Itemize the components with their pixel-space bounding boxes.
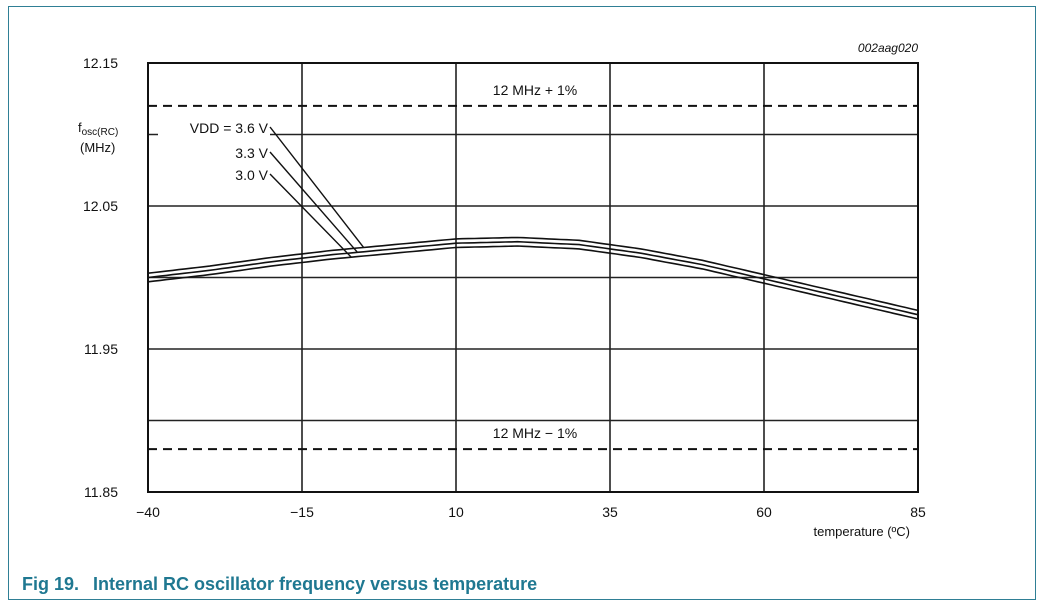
figure-caption: Fig 19. Internal RC oscillator frequency … — [22, 574, 537, 595]
x-tick-label: 35 — [602, 504, 618, 520]
figure-title: Internal RC oscillator frequency versus … — [93, 574, 538, 594]
reference-lines: 12 MHz + 1% 12 MHz − 1% — [148, 79, 918, 451]
y-tick-label: 12.15 — [83, 55, 118, 71]
series-leader-line — [269, 126, 365, 248]
y-axis-label-main: f — [78, 120, 82, 135]
series-label: 3.0 V — [235, 167, 268, 183]
y-axis-label-sub: osc(RC) — [82, 127, 119, 138]
reference-label-bg — [470, 423, 600, 444]
series-label-bg — [158, 118, 270, 138]
series-label: 3.3 V — [235, 145, 268, 161]
x-tick-label: 85 — [910, 504, 926, 520]
y-axis-label: fosc(RC) — [78, 120, 118, 138]
series-line — [147, 240, 919, 316]
x-axis-label: temperature (ºC) — [814, 524, 911, 539]
y-axis-unit: (MHz) — [80, 140, 115, 155]
series-label: VDD = 3.6 V — [190, 120, 269, 136]
y-tick-label: 11.95 — [84, 341, 118, 357]
axes: −40 −15 10 35 60 85 12.15 12.05 11.95 11.85 — [83, 55, 926, 520]
series-leader-line — [269, 151, 358, 253]
series-label-bg — [218, 143, 270, 163]
reference-label: 12 MHz + 1% — [493, 82, 577, 98]
reference-label-bg — [470, 79, 600, 100]
x-tick-label: −40 — [136, 504, 160, 520]
plot-border — [147, 62, 919, 493]
figure-code: 002aag020 — [858, 41, 918, 55]
series-line — [147, 245, 919, 320]
y-tick-label: 11.85 — [84, 484, 118, 500]
x-tick-label: −15 — [290, 504, 314, 520]
figure-number: Fig 19. — [22, 574, 80, 594]
series-leader-line — [269, 173, 352, 258]
x-tick-label: 10 — [448, 504, 464, 520]
series-label-bg — [218, 165, 270, 185]
y-tick-label: 12.05 — [83, 198, 118, 214]
series-line — [147, 236, 919, 312]
x-tick-label: 60 — [756, 504, 772, 520]
series-lines: VDD = 3.6 V 3.3 V 3.0 V — [147, 118, 919, 320]
reference-label: 12 MHz − 1% — [493, 425, 577, 441]
